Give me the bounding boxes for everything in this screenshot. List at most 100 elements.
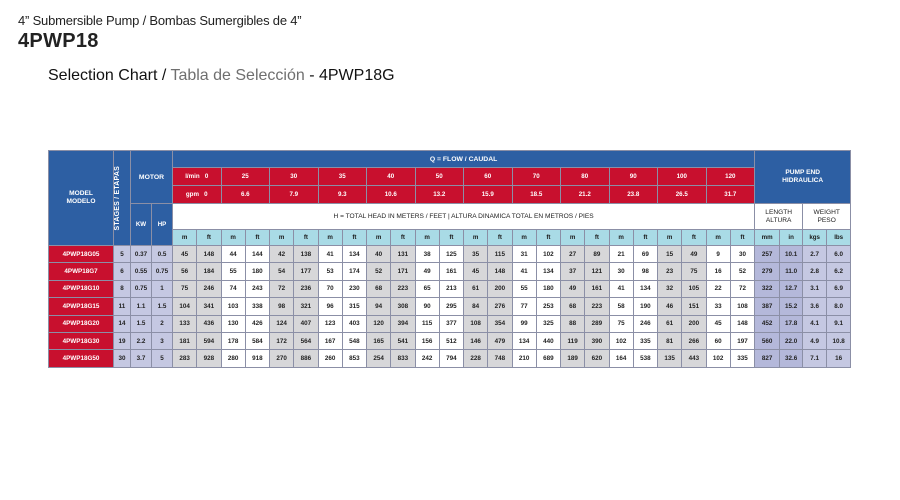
flow-header: Q = FLOW / CAUDAL: [171, 150, 756, 168]
unit-m: m: [511, 229, 537, 246]
stages-cell: 30: [113, 349, 131, 368]
head-m-cell: 74: [220, 279, 246, 299]
unit-ft: ft: [729, 229, 756, 246]
weight-lbs-cell: 9.1: [826, 314, 852, 333]
head-m-cell: 280: [220, 349, 246, 368]
head-ft-cell: 584: [244, 331, 271, 351]
head-m-cell: 54: [268, 262, 295, 281]
head-ft-cell: 213: [438, 279, 465, 299]
weight-kgs-cell: 2.8: [802, 262, 828, 281]
head-ft-cell: 52: [729, 262, 756, 281]
flow-lmin-90: 90: [608, 167, 658, 186]
flow-lmin-80: 80: [560, 167, 610, 186]
flow-lmin-70: 70: [511, 167, 561, 186]
unit-m: m: [365, 229, 392, 246]
kw-cell: 0.37: [130, 244, 152, 264]
head-m-cell: 103: [220, 297, 246, 316]
head-ft-cell: 161: [584, 279, 610, 299]
head-ft-cell: 177: [293, 262, 319, 281]
head-ft-cell: 138: [293, 244, 319, 264]
chart-title-en: Selection Chart /: [48, 67, 171, 84]
head-ft-cell: 115: [487, 244, 513, 264]
table-row: 4PWP18G50 30 3.7 5 283 928 280 918 270 886 260 853 2…: [48, 349, 852, 368]
weight-kgs-cell: 3.1: [802, 279, 828, 299]
head-ft-cell: 748: [487, 349, 513, 368]
table-row: 4PWP18G30 19 2.2 3 181 594 178 584 172 564 167 548 1…: [48, 331, 852, 351]
head-ft-cell: 594: [196, 331, 222, 351]
head-m-cell: 41: [511, 262, 537, 281]
product-title: 4PWP18: [18, 30, 99, 52]
flow-gpm-13.2: 13.2: [414, 185, 464, 204]
head-m-cell: 41: [608, 279, 634, 299]
length-mm-cell: 452: [754, 314, 781, 333]
flow-lmin-25: 25: [220, 167, 270, 186]
head-m-cell: 21: [608, 244, 634, 264]
unit-ft: ft: [632, 229, 659, 246]
head-ft-cell: 512: [438, 331, 465, 351]
head-m-cell: 65: [414, 279, 440, 299]
head-m-cell: 45: [171, 244, 198, 264]
head-ft-cell: 49: [681, 244, 707, 264]
head-ft-cell: 335: [729, 349, 756, 368]
head-m-cell: 104: [171, 297, 198, 316]
head-ft-cell: 426: [244, 314, 271, 333]
head-ft-cell: 197: [729, 331, 756, 351]
head-ft-cell: 125: [438, 244, 465, 264]
head-ft-cell: 538: [632, 349, 659, 368]
head-ft-cell: 436: [196, 314, 222, 333]
head-ft-cell: 321: [293, 297, 319, 316]
head-m-cell: 53: [317, 262, 343, 281]
head-m-cell: 98: [268, 297, 295, 316]
head-ft-cell: 928: [196, 349, 222, 368]
hp-cell: 1: [151, 279, 173, 299]
head-ft-cell: 230: [341, 279, 368, 299]
weight-kgs-cell: 7.1: [802, 349, 828, 368]
unit-m: m: [462, 229, 489, 246]
chart-title: Selection Chart / Tabla de Selección - 4…: [48, 67, 395, 85]
hp-cell: 2: [151, 314, 173, 333]
head-m-cell: 68: [365, 279, 392, 299]
unit-m: m: [220, 229, 246, 246]
head-m-cell: 94: [365, 297, 392, 316]
pump-end-header: PUMP END HIDRAULICA: [754, 150, 852, 204]
kw-cell: 3.7: [130, 349, 152, 368]
length-mm-cell: 279: [754, 262, 781, 281]
head-ft-cell: 886: [293, 349, 319, 368]
weight-kgs-cell: 4.9: [802, 331, 828, 351]
unit-m: m: [317, 229, 343, 246]
head-ft-cell: 134: [341, 244, 368, 264]
head-m-cell: 108: [462, 314, 489, 333]
length-mm-cell: 257: [754, 244, 781, 264]
stages-cell: 14: [113, 314, 131, 333]
flow-gpm-31.7: 31.7: [705, 185, 756, 204]
head-m-cell: 61: [462, 279, 489, 299]
head-m-cell: 119: [559, 331, 586, 351]
head-m-cell: 58: [608, 297, 634, 316]
head-ft-cell: 620: [584, 349, 610, 368]
flow-lmin-0: l/min 0: [172, 167, 222, 186]
head-ft-cell: 148: [487, 262, 513, 281]
head-m-cell: 130: [220, 314, 246, 333]
hp-header: HP: [151, 203, 173, 246]
head-m-cell: 165: [365, 331, 392, 351]
hp-cell: 3: [151, 331, 173, 351]
unit-m: m: [268, 229, 295, 246]
head-m-cell: 135: [656, 349, 683, 368]
weight-lbs-cell: 6.2: [826, 262, 852, 281]
unit-ft: ft: [535, 229, 562, 246]
head-ft-cell: 308: [390, 297, 416, 316]
head-ft-cell: 338: [244, 297, 271, 316]
head-m-cell: 133: [171, 314, 198, 333]
head-ft-cell: 289: [584, 314, 610, 333]
flow-lmin-50: 50: [414, 167, 464, 186]
head-m-cell: 84: [462, 297, 489, 316]
head-m-cell: 156: [414, 331, 440, 351]
unit-lbs: lbs: [826, 229, 852, 246]
length-in-cell: 11.0: [779, 262, 804, 281]
head-ft-cell: 180: [535, 279, 562, 299]
kw-cell: 0.55: [130, 262, 152, 281]
head-m-cell: 44: [220, 244, 246, 264]
stages-cell: 11: [113, 297, 131, 316]
head-ft-cell: 174: [341, 262, 368, 281]
head-ft-cell: 253: [535, 297, 562, 316]
